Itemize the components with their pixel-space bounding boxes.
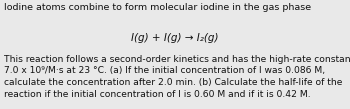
Text: Iodine atoms combine to form molecular iodine in the gas phase: Iodine atoms combine to form molecular i… bbox=[4, 3, 312, 12]
Text: I(g) + I(g) → I₂(g): I(g) + I(g) → I₂(g) bbox=[131, 33, 219, 43]
Text: This reaction follows a second-order kinetics and has the high-rate constant
7.0: This reaction follows a second-order kin… bbox=[4, 54, 350, 99]
